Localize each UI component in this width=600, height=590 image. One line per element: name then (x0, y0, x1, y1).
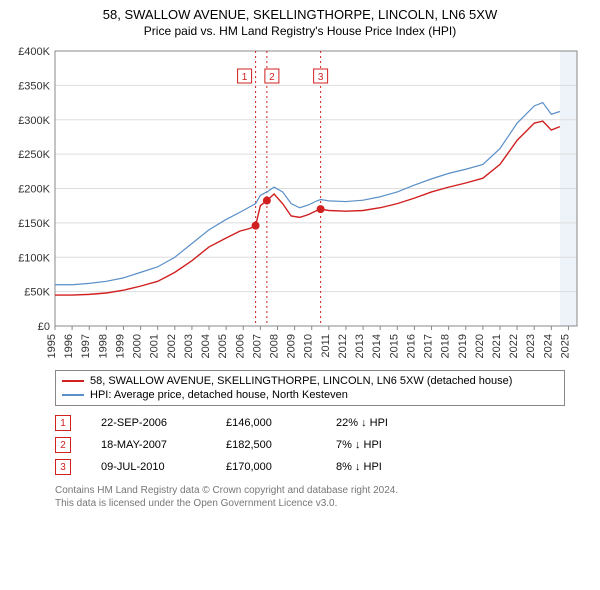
legend: 58, SWALLOW AVENUE, SKELLINGTHORPE, LINC… (55, 370, 565, 406)
sale-date: 09-JUL-2010 (101, 461, 196, 473)
sale-hpi-diff: 7% ↓ HPI (336, 439, 436, 451)
svg-text:2010: 2010 (303, 334, 315, 358)
svg-text:2021: 2021 (491, 334, 503, 358)
legend-label: HPI: Average price, detached house, Nort… (90, 389, 348, 401)
svg-text:3: 3 (318, 72, 324, 83)
svg-text:2023: 2023 (525, 334, 537, 358)
svg-text:2019: 2019 (457, 334, 469, 358)
svg-text:2016: 2016 (405, 334, 417, 358)
svg-text:2022: 2022 (508, 334, 520, 358)
svg-text:2003: 2003 (183, 334, 195, 358)
sale-date: 22-SEP-2006 (101, 417, 196, 429)
svg-text:2020: 2020 (474, 334, 486, 358)
sale-row: 1 22-SEP-2006 £146,000 22% ↓ HPI (55, 412, 565, 434)
chart-container: 58, SWALLOW AVENUE, SKELLINGTHORPE, LINC… (5, 7, 595, 510)
sale-price: £146,000 (226, 417, 306, 429)
legend-row: HPI: Average price, detached house, Nort… (62, 388, 558, 402)
svg-text:£200K: £200K (18, 184, 50, 196)
svg-text:2024: 2024 (542, 334, 554, 358)
svg-text:2006: 2006 (234, 334, 246, 358)
svg-text:£100K: £100K (18, 252, 50, 264)
svg-text:£250K: £250K (18, 149, 50, 161)
svg-text:2004: 2004 (200, 334, 212, 358)
svg-text:£350K: £350K (18, 80, 50, 92)
svg-text:£50K: £50K (24, 287, 50, 299)
sales-table: 1 22-SEP-2006 £146,000 22% ↓ HPI 2 18-MAY-200… (55, 412, 565, 478)
svg-text:£300K: £300K (18, 115, 50, 127)
svg-text:£400K: £400K (18, 46, 50, 58)
sale-row: 2 18-MAY-2007 £182,500 7% ↓ HPI (55, 434, 565, 456)
svg-text:2009: 2009 (286, 334, 298, 358)
svg-text:£0: £0 (38, 321, 50, 333)
sale-marker: 2 (55, 437, 71, 453)
footer-line-1: Contains HM Land Registry data © Crown c… (55, 484, 565, 497)
svg-text:1998: 1998 (97, 334, 109, 358)
svg-text:1996: 1996 (63, 334, 75, 358)
svg-text:2: 2 (269, 72, 275, 83)
svg-text:1995: 1995 (46, 334, 58, 358)
sale-price: £182,500 (226, 439, 306, 451)
legend-label: 58, SWALLOW AVENUE, SKELLINGTHORPE, LINC… (90, 375, 512, 387)
svg-text:2012: 2012 (337, 334, 349, 358)
chart-subtitle: Price paid vs. HM Land Registry's House … (5, 24, 595, 38)
svg-text:1997: 1997 (80, 334, 92, 358)
svg-text:2005: 2005 (217, 334, 229, 358)
svg-text:1: 1 (242, 72, 248, 83)
legend-swatch (62, 394, 84, 396)
svg-text:2013: 2013 (354, 334, 366, 358)
sale-hpi-diff: 22% ↓ HPI (336, 417, 436, 429)
svg-text:2025: 2025 (559, 334, 571, 358)
footer-line-2: This data is licensed under the Open Gov… (55, 497, 565, 510)
svg-text:1999: 1999 (114, 334, 126, 358)
footer-attribution: Contains HM Land Registry data © Crown c… (55, 484, 565, 510)
svg-text:2000: 2000 (132, 334, 144, 358)
svg-text:£150K: £150K (18, 218, 50, 230)
svg-text:2007: 2007 (251, 334, 263, 358)
svg-text:2014: 2014 (371, 334, 383, 358)
sale-marker: 1 (55, 415, 71, 431)
svg-text:2015: 2015 (388, 334, 400, 358)
svg-text:2011: 2011 (320, 334, 332, 358)
svg-text:2008: 2008 (268, 334, 280, 358)
svg-text:2001: 2001 (149, 334, 161, 358)
svg-text:2017: 2017 (423, 334, 435, 358)
legend-swatch (62, 380, 84, 382)
sale-row: 3 09-JUL-2010 £170,000 8% ↓ HPI (55, 456, 565, 478)
sale-date: 18-MAY-2007 (101, 439, 196, 451)
svg-text:2018: 2018 (440, 334, 452, 358)
price-chart: £0 £50K £100K £150K £200K £250K £300K £350K £400… (5, 46, 595, 366)
legend-row: 58, SWALLOW AVENUE, SKELLINGTHORPE, LINC… (62, 374, 558, 388)
chart-title: 58, SWALLOW AVENUE, SKELLINGTHORPE, LINC… (5, 7, 595, 22)
sale-marker: 3 (55, 459, 71, 475)
sale-hpi-diff: 8% ↓ HPI (336, 461, 436, 473)
sale-price: £170,000 (226, 461, 306, 473)
svg-text:2002: 2002 (166, 334, 178, 358)
